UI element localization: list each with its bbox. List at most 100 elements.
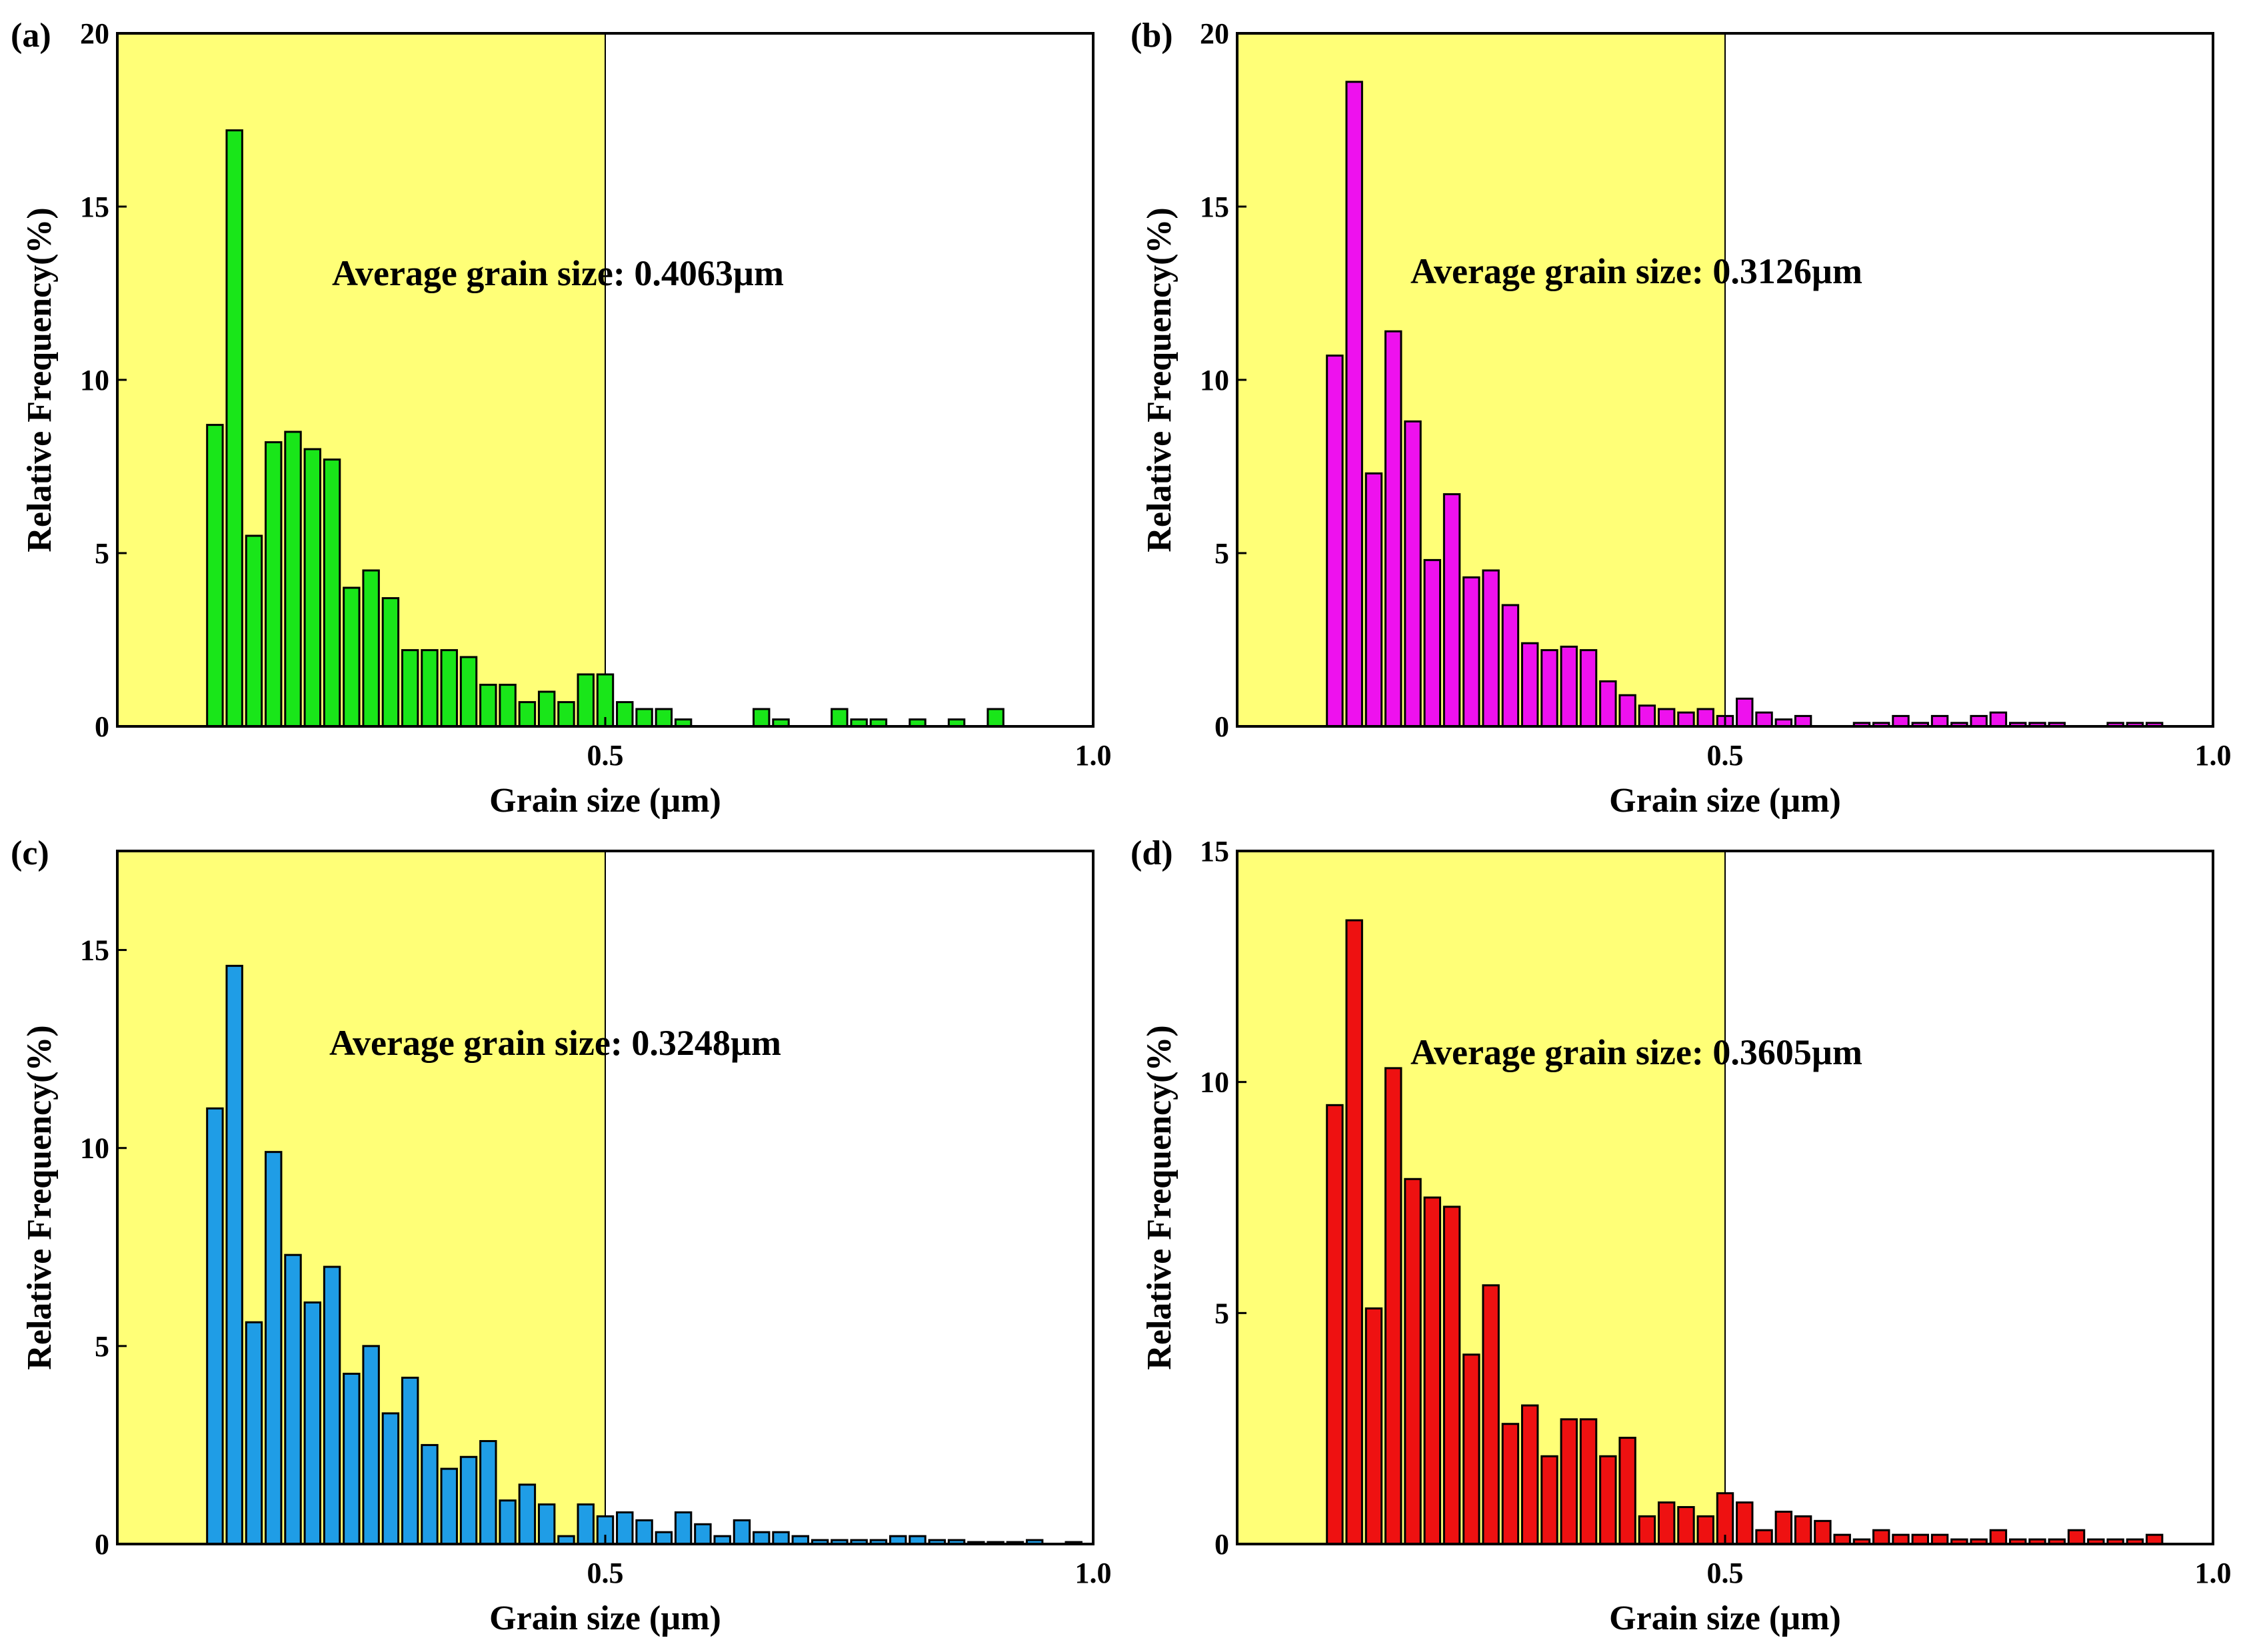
bar	[1345, 919, 1363, 1545]
x-tick-label: 1.0	[2195, 739, 2232, 772]
bar	[1423, 558, 1442, 728]
y-tick-label: 15	[80, 191, 109, 223]
bar	[440, 649, 458, 728]
bar	[2067, 1529, 2086, 1545]
x-axis-label: Grain size (µm)	[1609, 782, 1841, 820]
bar	[1911, 1533, 1930, 1545]
panel-a: 0 5 10 15 20 0.5 1.0 (a) Average grain size: 0…	[11, 17, 1112, 820]
bar	[674, 1511, 693, 1545]
highlight-region	[117, 33, 605, 726]
bar	[245, 534, 263, 728]
bar	[694, 1523, 712, 1545]
bar	[1638, 1515, 1656, 1545]
bar	[1736, 1501, 1754, 1545]
y-tick-label: 15	[80, 934, 109, 967]
bar	[479, 684, 497, 728]
bar	[1326, 1104, 1344, 1545]
y-tick-label: 15	[1200, 835, 1229, 868]
bar	[537, 1503, 556, 1545]
bar	[1989, 1529, 2008, 1545]
bar	[303, 1301, 322, 1545]
bar	[401, 1376, 419, 1545]
bar	[1540, 1455, 1558, 1545]
bar	[381, 1412, 400, 1545]
bar	[381, 597, 400, 728]
bar	[518, 701, 537, 728]
y-tick-label: 0	[1214, 1528, 1229, 1561]
bar	[1892, 1533, 1910, 1545]
highlight-region	[1237, 851, 1725, 1544]
panel-d: 0 5 10 15 0.5 1.0 (d) Average grain size: 0.3…	[1130, 834, 2232, 1637]
bar	[206, 1107, 224, 1545]
y-tick-label: 20	[1200, 17, 1229, 50]
bar	[225, 964, 243, 1545]
bar	[265, 1151, 283, 1545]
bar	[1657, 708, 1676, 728]
bar	[323, 458, 341, 728]
x-axis-label: Grain size (µm)	[1609, 1599, 1841, 1637]
bar	[557, 701, 575, 728]
bar	[1520, 642, 1539, 728]
bar	[206, 424, 224, 728]
bar	[459, 1455, 478, 1545]
y-tick-label: 10	[80, 1132, 109, 1165]
bar	[1989, 711, 2008, 728]
bar	[343, 1372, 361, 1545]
bar	[245, 1321, 263, 1545]
x-axis-label: Grain size (µm)	[489, 1599, 721, 1637]
bar	[1618, 694, 1636, 728]
bar	[2145, 1533, 2164, 1545]
y-tick-label: 0	[1214, 710, 1229, 743]
bar	[1755, 711, 1773, 728]
bar	[577, 673, 595, 728]
x-tick-label: 1.0	[1075, 739, 1112, 772]
bar	[1501, 604, 1520, 728]
bar	[655, 708, 673, 728]
bar	[1618, 1437, 1636, 1545]
tick-group: 0 5 10 15 20 0.5 1.0	[80, 17, 1112, 772]
bar	[1540, 649, 1558, 728]
y-tick-label: 15	[1200, 191, 1229, 223]
highlight-region	[117, 851, 605, 1544]
bar	[1442, 493, 1461, 728]
bar	[1326, 355, 1344, 728]
bar	[1814, 1519, 1832, 1545]
x-tick-label: 0.5	[587, 1557, 624, 1589]
x-tick-label: 1.0	[2195, 1557, 2232, 1589]
bar	[1755, 1529, 1773, 1545]
y-tick-label: 5	[95, 537, 109, 570]
bar	[1930, 1533, 1949, 1545]
tick-group: 0 5 10 15 0.5 1.0	[80, 934, 1112, 1589]
bar	[1579, 649, 1598, 728]
y-tick-label: 10	[1200, 364, 1229, 397]
bar	[1794, 1515, 1812, 1545]
bar	[1872, 1529, 1890, 1545]
bar	[1892, 714, 1910, 728]
y-tick-label: 10	[1200, 1066, 1229, 1099]
bar	[284, 430, 302, 728]
panel-label: (d)	[1130, 834, 1173, 872]
bar	[303, 448, 322, 728]
y-axis-label: Relative Frequency(%)	[1140, 207, 1178, 552]
bar	[1696, 1515, 1714, 1545]
bar	[362, 569, 380, 728]
bar	[1599, 680, 1617, 728]
bar	[1462, 1353, 1480, 1545]
bar	[1364, 472, 1383, 728]
panel-label: (b)	[1130, 17, 1173, 55]
bar	[1560, 1418, 1578, 1545]
y-axis-label: Relative Frequency(%)	[1140, 1025, 1178, 1369]
y-tick-label: 5	[1214, 1297, 1229, 1329]
bar	[1560, 645, 1578, 728]
bar	[635, 1519, 653, 1545]
bar	[1384, 330, 1402, 728]
bar-group	[206, 851, 1083, 1545]
y-axis-label: Relative Frequency(%)	[21, 207, 59, 552]
y-tick-label: 10	[80, 364, 109, 397]
bar	[401, 649, 419, 728]
bar	[1404, 420, 1422, 728]
bar	[1677, 1506, 1695, 1545]
bar	[479, 1439, 497, 1545]
bar	[1384, 1067, 1402, 1545]
panel-b: 0 5 10 15 20 0.5 1.0 (b) Average grain size: 0…	[1130, 17, 2232, 820]
